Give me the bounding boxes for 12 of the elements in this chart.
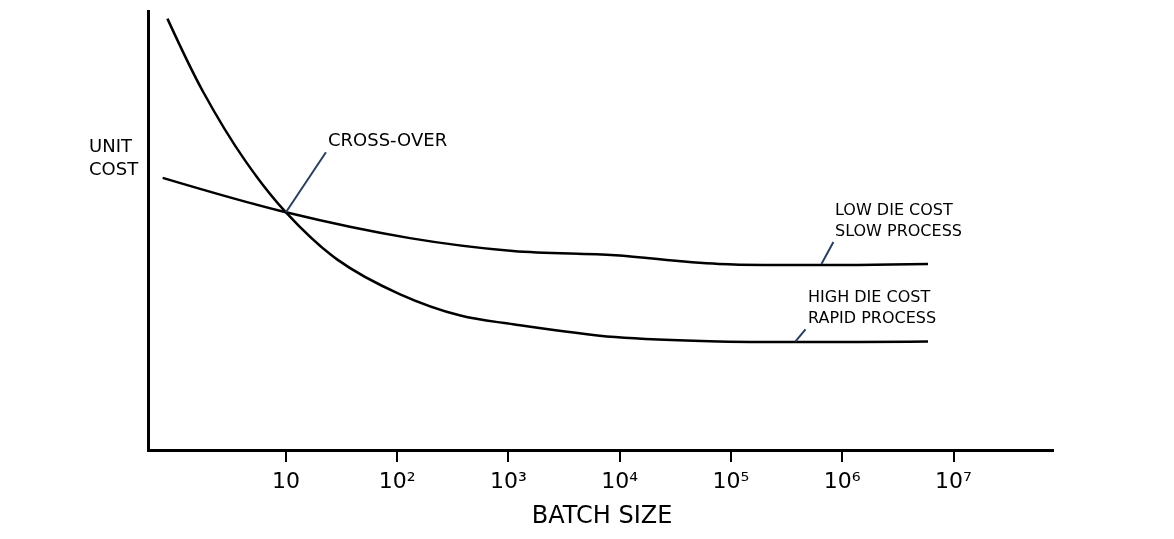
x-tick-label: 10³ xyxy=(490,468,527,494)
x-axis-title: BATCH SIZE xyxy=(531,501,673,530)
annotation: HIGH DIE COST RAPID PROCESS xyxy=(808,287,937,327)
x-tick-label: 10⁷ xyxy=(935,468,972,494)
x-tick-label: 10⁶ xyxy=(823,468,861,494)
annotation: LOW DIE COST SLOW PROCESS xyxy=(835,200,962,240)
annotation: CROSS-OVER xyxy=(328,129,448,150)
x-tick-label: 10 xyxy=(271,468,300,494)
x-tick-label: 10⁴ xyxy=(601,468,639,494)
x-tick-label: 10⁵ xyxy=(712,468,750,494)
x-tick-label: 10² xyxy=(378,468,416,494)
y-axis-title: UNIT COST xyxy=(89,135,140,180)
